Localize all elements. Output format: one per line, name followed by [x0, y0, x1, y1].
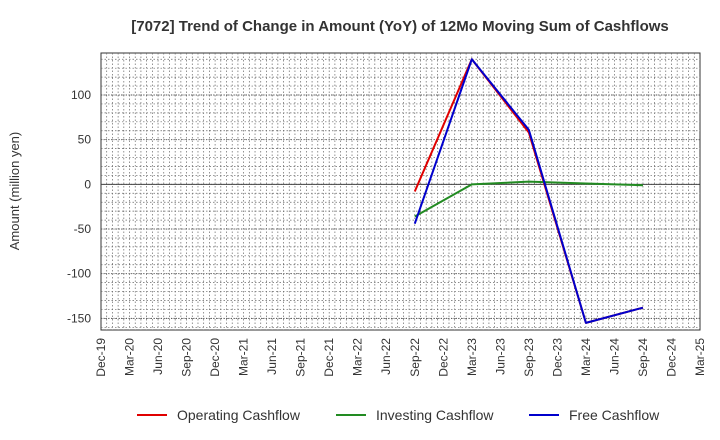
y-tick-label: 50 [78, 133, 92, 147]
y-tick-label: 0 [84, 177, 91, 191]
x-tick-label: Dec-21 [322, 338, 336, 377]
x-tick-label: Jun-23 [493, 338, 507, 375]
y-tick-label: -100 [67, 267, 91, 281]
chart-title: [7072] Trend of Change in Amount (YoY) o… [131, 18, 669, 35]
x-tick-label: Jun-21 [265, 338, 279, 375]
series-lines [413, 58, 644, 324]
legend: Operating Cashflow Investing Cashflow Free… [137, 407, 660, 423]
x-tick-label: Sep-22 [408, 338, 422, 377]
y-tick-label: -50 [74, 222, 92, 236]
x-tick-label: Mar-20 [123, 338, 137, 376]
x-tick-label: Mar-22 [351, 338, 365, 376]
operating-cashflow-legend-label: Operating Cashflow [177, 407, 301, 423]
x-tick-label: Dec-20 [208, 338, 222, 377]
x-tick-label: Mar-24 [579, 338, 593, 376]
plot-frame [100, 52, 701, 331]
x-tick-labels: Dec-19 Mar-20 Jun-20 Sep-20 Dec-20 Mar-21 Jun-… [94, 338, 707, 377]
plot-area [100, 52, 701, 331]
x-tick-label: Dec-23 [550, 338, 564, 377]
y-tick-label: 100 [71, 88, 91, 102]
x-tick-label: Jun-20 [151, 338, 165, 375]
grid-lines [101, 53, 700, 330]
free-cashflow-line [413, 58, 644, 324]
x-tick-label: Mar-21 [237, 338, 251, 376]
x-tick-label: Jun-24 [607, 338, 621, 375]
x-tick-label: Sep-21 [294, 338, 308, 377]
x-tick-label: Dec-22 [436, 338, 450, 377]
x-tick-label: Sep-20 [180, 338, 194, 377]
investing-cashflow-line [414, 180, 643, 218]
free-cashflow-legend-label: Free Cashflow [569, 407, 660, 423]
y-tick-label: -150 [67, 311, 91, 325]
x-tick-label: Jun-22 [379, 338, 393, 375]
x-tick-label: Sep-23 [522, 338, 536, 377]
x-tick-label: Dec-19 [94, 338, 108, 377]
investing-cashflow-legend-label: Investing Cashflow [376, 407, 494, 423]
x-tick-label: Sep-24 [636, 338, 650, 377]
y-axis-title: Amount (million yen) [7, 132, 22, 251]
y-tick-labels: 100 50 0 -50 -100 -150 [67, 88, 91, 325]
x-tick-label: Mar-23 [465, 338, 479, 376]
x-tick-label: Dec-24 [664, 338, 678, 377]
x-tick-label: Mar-25 [693, 338, 707, 376]
